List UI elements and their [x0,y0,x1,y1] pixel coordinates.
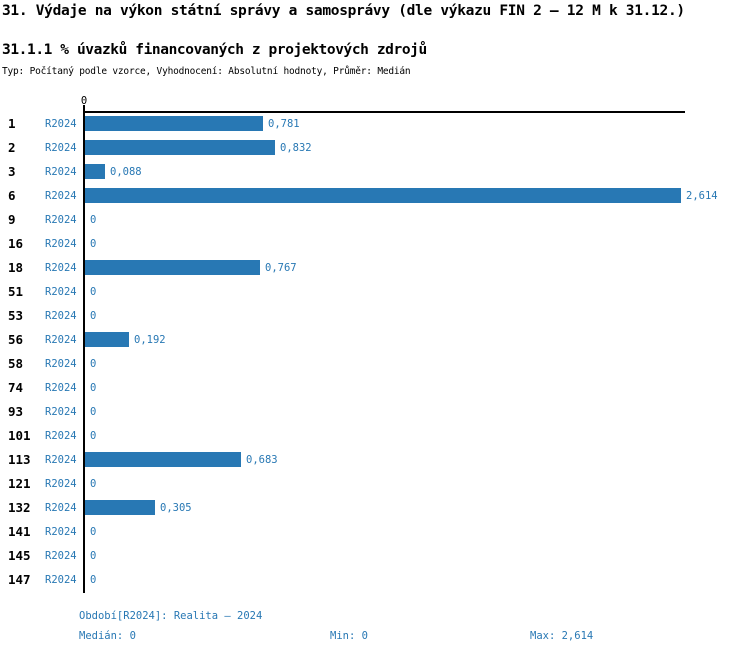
row-number: 58 [8,356,24,371]
x-axis-line [83,111,685,113]
row-series-label: R2024 [45,430,77,442]
bar-value-label: 0,683 [246,454,278,466]
footer-period: Období[R2024]: Realita – 2024 [79,610,263,622]
bar-row: 18 R2024 0,767 [0,256,750,280]
bar [85,164,105,179]
bar-row: 141 R2024 0 [0,520,750,544]
bar-row: 16 R2024 0 [0,232,750,256]
bar-value-label: 0,088 [110,166,142,178]
bar-value-label: 0 [90,286,97,298]
row-number: 93 [8,404,24,419]
bar-row: 3 R2024 0,088 [0,160,750,184]
row-series-label: R2024 [45,406,77,418]
row-number: 18 [8,260,24,275]
bar-row: 9 R2024 0 [0,208,750,232]
row-series-label: R2024 [45,166,77,178]
row-number: 1 [8,116,16,131]
footer-max: Max: 2,614 [530,630,594,642]
bar-row: 93 R2024 0 [0,400,750,424]
row-number: 3 [8,164,16,179]
bar-value-label: 0 [90,358,97,370]
row-series-label: R2024 [45,574,77,586]
bar-value-label: 0 [90,550,97,562]
bar-value-label: 0 [90,382,97,394]
bar-row: 147 R2024 0 [0,568,750,592]
row-number: 16 [8,236,24,251]
row-number: 53 [8,308,24,323]
row-series-label: R2024 [45,142,77,154]
indicator-title: 31.1.1 % úvazků financovaných z projekto… [2,42,427,58]
bar-row: 113 R2024 0,683 [0,448,750,472]
bar-row: 145 R2024 0 [0,544,750,568]
row-number: 141 [8,524,31,539]
indicator-meta-line: Typ: Počítaný podle vzorce, Vyhodnocení:… [2,66,411,77]
footer-min: Min: 0 [330,630,368,642]
bar [85,116,263,131]
row-series-label: R2024 [45,310,77,322]
bar-value-label: 0,832 [280,142,312,154]
bar-row: 74 R2024 0 [0,376,750,400]
bar-row: 53 R2024 0 [0,304,750,328]
bar-row: 101 R2024 0 [0,424,750,448]
row-series-label: R2024 [45,334,77,346]
row-series-label: R2024 [45,358,77,370]
row-number: 74 [8,380,24,395]
bar-value-label: 0 [90,430,97,442]
bar-row: 1 R2024 0,781 [0,112,750,136]
report-title: 31. Výdaje na výkon státní správy a samo… [2,3,685,19]
row-series-label: R2024 [45,550,77,562]
bar-row: 56 R2024 0,192 [0,328,750,352]
row-number: 6 [8,188,16,203]
bar-value-label: 0,192 [134,334,166,346]
bar [85,188,681,203]
bar [85,332,129,347]
bar-row: 58 R2024 0 [0,352,750,376]
bar-row: 2 R2024 0,832 [0,136,750,160]
bar-value-label: 0 [90,478,97,490]
bar-value-label: 0 [90,214,97,226]
row-number: 121 [8,476,31,491]
footer-median: Medián: 0 [79,630,136,642]
bar [85,260,260,275]
bar-value-label: 0,781 [268,118,300,130]
bar-value-label: 0,767 [265,262,297,274]
bar-row: 132 R2024 0,305 [0,496,750,520]
row-series-label: R2024 [45,118,77,130]
bar-value-label: 0 [90,238,97,250]
row-series-label: R2024 [45,262,77,274]
row-series-label: R2024 [45,286,77,298]
row-number: 2 [8,140,16,155]
bar-value-label: 0 [90,406,97,418]
bar-row: 6 R2024 2,614 [0,184,750,208]
row-number: 132 [8,500,31,515]
row-series-label: R2024 [45,526,77,538]
row-number: 145 [8,548,31,563]
bar [85,140,275,155]
row-number: 113 [8,452,31,467]
y-axis-line [83,105,85,593]
row-series-label: R2024 [45,214,77,226]
row-number: 101 [8,428,31,443]
bar-value-label: 0 [90,574,97,586]
bar [85,500,155,515]
row-series-label: R2024 [45,382,77,394]
bar [85,452,241,467]
bar-value-label: 0,305 [160,502,192,514]
bar-row: 51 R2024 0 [0,280,750,304]
x-axis-zero-tick-label: 0 [80,95,88,107]
bar-row: 121 R2024 0 [0,472,750,496]
bar-value-label: 0 [90,526,97,538]
row-series-label: R2024 [45,454,77,466]
bar-value-label: 2,614 [686,190,718,202]
row-series-label: R2024 [45,190,77,202]
row-series-label: R2024 [45,478,77,490]
bar-value-label: 0 [90,310,97,322]
row-series-label: R2024 [45,502,77,514]
row-series-label: R2024 [45,238,77,250]
row-number: 147 [8,572,31,587]
row-number: 9 [8,212,16,227]
row-number: 56 [8,332,24,347]
row-number: 51 [8,284,24,299]
